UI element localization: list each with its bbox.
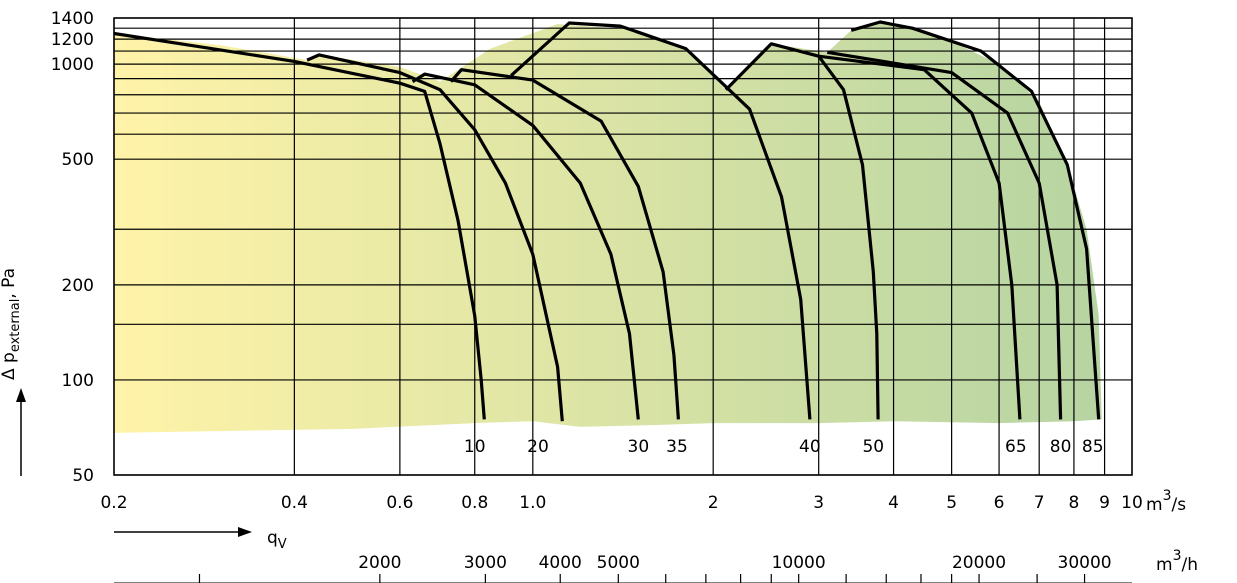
plot-frame [113, 17, 1133, 476]
y-tick-label: 1000 [51, 55, 94, 75]
curve-label-30: 30 [628, 437, 650, 457]
curve-label-10: 10 [464, 437, 486, 457]
y-axis-arrowhead [16, 388, 26, 402]
plot-border [113, 17, 1133, 476]
fan-curve-20 [306, 53, 564, 422]
x-tick-label: 0.8 [461, 493, 488, 513]
x-tick-label: 4 [888, 493, 899, 513]
fan-curve-65 [818, 54, 1022, 420]
x-tick-label: 7 [1034, 493, 1045, 513]
x-tick-label: 5 [946, 493, 957, 513]
x-axis-arrowhead [238, 527, 252, 537]
x-tick-label: 1.0 [519, 493, 546, 513]
curve-label-85: 85 [1082, 437, 1104, 457]
x-tick-label: 9 [1099, 493, 1110, 513]
y-axis-label-sub: external [8, 299, 23, 353]
fan-curve-35 [449, 68, 680, 420]
curve-label-35: 35 [666, 437, 688, 457]
fan-curve-10 [113, 31, 486, 420]
x2-tick-label: 10000 [772, 553, 826, 573]
y-tick-label: 100 [62, 371, 94, 391]
fan-curves [113, 20, 1101, 422]
curve-label-65: 65 [1005, 437, 1027, 457]
x2-axis-unit: m3/h [1156, 548, 1198, 575]
fan-curve-40 [510, 21, 812, 420]
curve-label-80: 80 [1050, 437, 1072, 457]
x-tick-label: 0.2 [100, 493, 127, 513]
y-tick-label: 200 [62, 276, 94, 296]
x2-tick-label: 20000 [952, 553, 1006, 573]
x-axis: 0.2 0.4 0.6 0.8 1.0 2 3 4 5 6 7 8 9 10 [100, 493, 1142, 513]
x-tick-label: 10 [1121, 493, 1143, 513]
x-tick-label: 0.4 [281, 493, 308, 513]
x2-tick-label: 2000 [358, 553, 401, 573]
x-tick-label: 8 [1069, 493, 1080, 513]
curve-label-40: 40 [799, 437, 821, 457]
x2-tick-label: 4000 [539, 553, 582, 573]
envelope-area [114, 21, 1102, 433]
fan-curve-30 [411, 72, 640, 420]
y-tick-label: 50 [72, 466, 94, 486]
y-axis-label-suffix: , Pa [0, 268, 19, 299]
fan-curve-85 [850, 20, 1101, 420]
operating-envelope [114, 21, 1102, 433]
y-tick-label: 1200 [51, 30, 94, 50]
x-axis-title: qV [114, 527, 287, 552]
y-axis-title: Δ pexternal, Pa [0, 268, 26, 476]
x2-axis-m3h: 2000 3000 4000 5000 10000 20000 30000 [114, 553, 1132, 583]
x-axis-label-sub: V [278, 537, 287, 552]
svg-text:qV: qV [267, 528, 287, 552]
y-axis-label-prefix: Δ p [0, 352, 19, 380]
x2-tick-label: 5000 [597, 553, 640, 573]
x-tick-label: 3 [813, 493, 824, 513]
x2-tick-label: 3000 [464, 553, 507, 573]
curve-label-20: 20 [527, 437, 549, 457]
y-tick-label: 500 [62, 150, 94, 170]
x-axis-label: q [267, 528, 278, 548]
fan-curve-50 [724, 42, 880, 420]
curve-labels: 10 20 30 35 40 50 65 80 85 [464, 437, 1104, 457]
curve-label-50: 50 [862, 437, 884, 457]
fan-curve-80 [826, 50, 1063, 420]
x-tick-label: 0.6 [386, 493, 413, 513]
x-axis-unit: m3/s [1146, 488, 1186, 515]
x2-tick-label: 30000 [1058, 553, 1112, 573]
y-tick-label: 1400 [51, 9, 94, 29]
svg-text:Δ pexternal, Pa: Δ pexternal, Pa [0, 268, 23, 380]
x-tick-label: 2 [708, 493, 719, 513]
x-tick-label: 6 [994, 493, 1005, 513]
